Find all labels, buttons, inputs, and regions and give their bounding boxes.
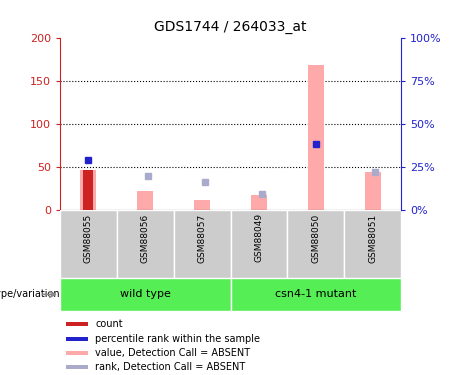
Text: GSM88057: GSM88057 <box>198 213 207 262</box>
Bar <box>117 210 174 278</box>
Text: genotype/variation: genotype/variation <box>0 290 60 299</box>
Bar <box>344 210 401 278</box>
Bar <box>80 170 96 210</box>
Text: percentile rank within the sample: percentile rank within the sample <box>95 334 260 344</box>
Text: csn4-1 mutant: csn4-1 mutant <box>275 290 356 299</box>
Text: GSM88056: GSM88056 <box>141 213 150 262</box>
Bar <box>60 278 230 311</box>
Bar <box>194 200 210 210</box>
Bar <box>230 210 287 278</box>
Bar <box>137 191 153 210</box>
Title: GDS1744 / 264033_at: GDS1744 / 264033_at <box>154 20 307 34</box>
Bar <box>308 65 324 210</box>
Text: rank, Detection Call = ABSENT: rank, Detection Call = ABSENT <box>95 362 245 372</box>
Bar <box>66 322 88 326</box>
Bar <box>66 337 88 340</box>
Bar <box>287 210 344 278</box>
Bar <box>251 195 267 210</box>
Bar <box>66 351 88 355</box>
Bar <box>365 172 381 210</box>
Bar <box>230 278 401 311</box>
Bar <box>60 210 117 278</box>
Bar <box>66 365 88 369</box>
Bar <box>83 170 94 210</box>
Text: GSM88049: GSM88049 <box>254 213 263 262</box>
Text: GSM88050: GSM88050 <box>311 213 320 262</box>
Text: value, Detection Call = ABSENT: value, Detection Call = ABSENT <box>95 348 250 358</box>
Text: GSM88051: GSM88051 <box>368 213 377 262</box>
Text: count: count <box>95 319 123 329</box>
Text: GSM88055: GSM88055 <box>84 213 93 262</box>
Text: wild type: wild type <box>120 290 171 299</box>
Bar <box>174 210 230 278</box>
